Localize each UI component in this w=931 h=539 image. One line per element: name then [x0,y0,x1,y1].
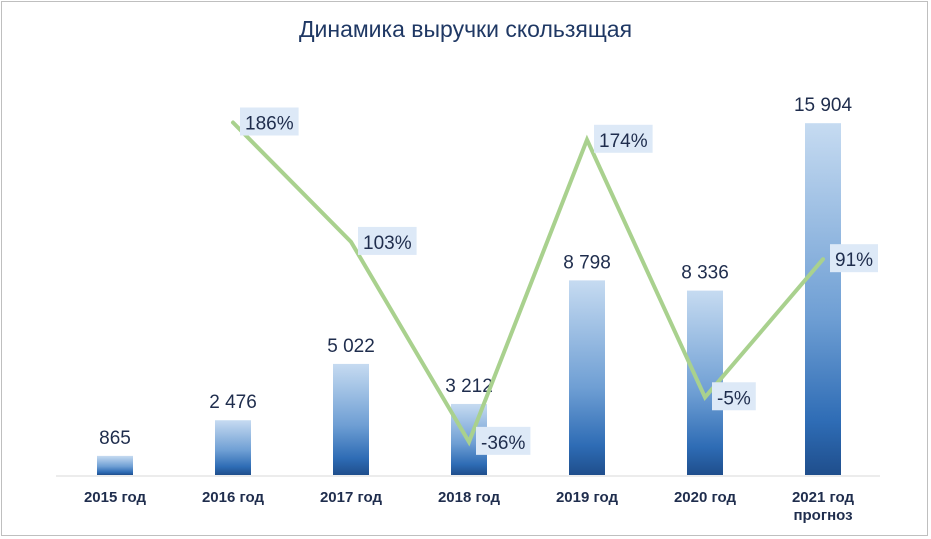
growth-label-bg-4 [594,124,653,153]
bar-0 [97,455,133,475]
category-label-1-0: 2016 год [202,489,265,506]
growth-label-group-1: 186% [240,107,299,136]
chart-title: Динамика выручки скользящая [298,16,633,42]
bar-value-label-1: 2 476 [209,392,257,413]
growth-line [231,120,825,447]
bar-2 [333,363,369,475]
bar-value-label-3: 3 212 [445,376,493,397]
growth-label-3: -36% [481,433,525,454]
growth-label-bg-1 [240,107,299,136]
category-label-3-0: 2018 год [438,489,501,506]
category-label-6-1: прогноз [793,507,852,524]
bar-value-label-6: 15 904 [794,95,853,116]
growth-label-group-3: -36% [476,426,531,455]
bar-value-label-4: 8 798 [563,252,611,273]
bar-6 [805,123,841,476]
category-label-0-0: 2015 год [84,489,147,506]
growth-label-2: 103% [363,233,412,254]
bar-4 [569,280,605,475]
bar-value-label-0: 865 [99,428,131,449]
growth-label-4: 174% [599,131,648,152]
growth-label-6: 91% [835,250,873,271]
growth-label-group-5: -5% [712,382,756,411]
category-label-2-0: 2017 год [320,489,383,506]
category-label-6-0: 2021 год [792,489,855,506]
growth-label-bg-6 [830,244,878,273]
growth-label-1: 186% [245,114,294,135]
category-label-4-0: 2019 год [556,489,619,506]
growth-label-group-2: 103% [358,226,417,255]
growth-label-bg-5 [712,382,756,411]
growth-label-bg-2 [358,226,417,255]
growth-label-5: -5% [717,388,751,409]
category-label-5-0: 2020 год [674,489,737,506]
bar-value-label-2: 5 022 [327,336,375,357]
growth-label-group-4: 174% [594,124,653,153]
bar-value-label-5: 8 336 [681,263,729,284]
growth-label-bg-3 [476,426,531,455]
bar-1 [215,420,251,475]
growth-label-group-6: 91% [830,244,878,273]
